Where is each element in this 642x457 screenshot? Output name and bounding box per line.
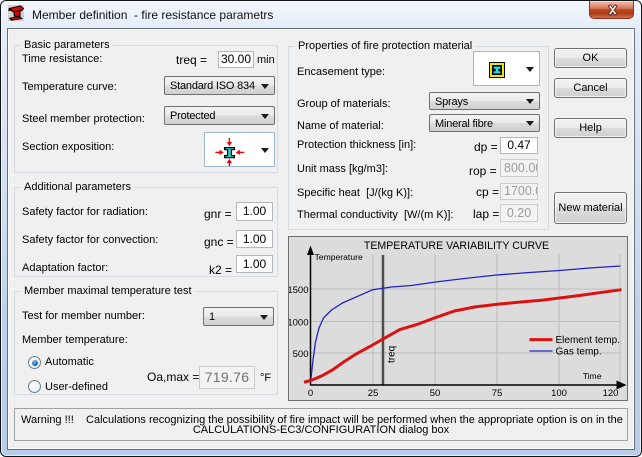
svg-text:Gas temp.: Gas temp.: [556, 347, 602, 358]
svg-text:75: 75: [492, 388, 503, 399]
svg-text:50: 50: [430, 388, 441, 399]
svg-text:1500: 1500: [289, 285, 309, 296]
svg-text:0: 0: [308, 388, 313, 399]
svg-text:1000: 1000: [289, 318, 309, 329]
svg-text:Time: Time: [583, 371, 602, 381]
svg-text:Element temp.: Element temp.: [556, 335, 620, 346]
svg-text:120: 120: [603, 388, 619, 399]
svg-text:500: 500: [293, 349, 309, 360]
svg-text:TEMPERATURE VARIABILITY CURVE: TEMPERATURE VARIABILITY CURVE: [364, 240, 549, 252]
svg-text:25: 25: [368, 388, 379, 399]
svg-text:100: 100: [551, 388, 567, 399]
svg-text:Temperature: Temperature: [315, 252, 363, 262]
svg-text:treq: treq: [387, 346, 398, 363]
